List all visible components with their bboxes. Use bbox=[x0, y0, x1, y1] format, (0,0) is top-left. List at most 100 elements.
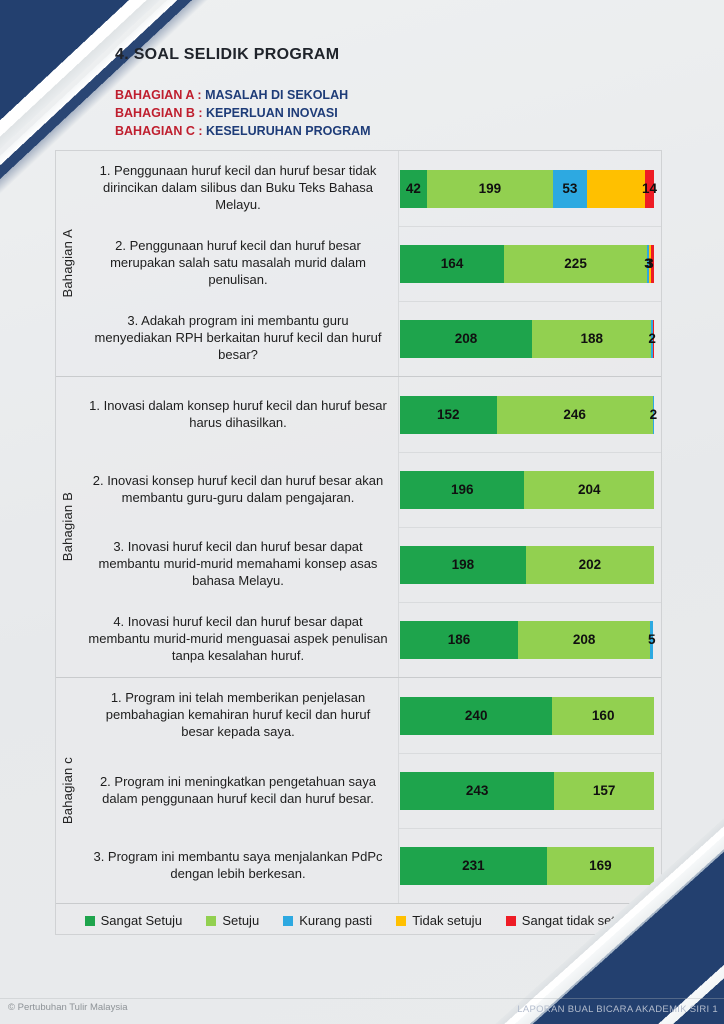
legend-item: Tidak setuju bbox=[396, 913, 482, 928]
bar-segment: 204 bbox=[524, 470, 654, 509]
bar-segment: 3 bbox=[644, 244, 652, 283]
chart-row: 4. Inovasi huruf kecil dan huruf besar d… bbox=[78, 602, 661, 677]
question-text: 4. Inovasi huruf kecil dan huruf besar d… bbox=[88, 614, 388, 663]
legend-swatch bbox=[396, 915, 407, 926]
section-rows: 1. Inovasi dalam konsep huruf kecil dan … bbox=[78, 377, 661, 677]
bar-value-label: 186 bbox=[447, 632, 471, 647]
question-text: 2. Program ini meningkatkan pengetahuan … bbox=[99, 773, 377, 806]
bar-segment: 164 bbox=[400, 244, 505, 283]
chart-section-3: Bahagian c 1. Program ini telah memberika… bbox=[56, 677, 661, 903]
bar-value-label: 231 bbox=[462, 858, 485, 873]
chart-sections: Bahagian A 1. Penggunaan huruf kecil dan … bbox=[56, 151, 661, 903]
section-rows: 1. Program ini telah memberikan penjelas… bbox=[78, 678, 661, 903]
bar-segment: 208 bbox=[400, 319, 533, 358]
bar-track: 240 160 bbox=[400, 696, 654, 735]
legend-item: Kurang pasti bbox=[283, 913, 372, 928]
bar-value-label: 202 bbox=[578, 557, 602, 572]
page-title: 4. SOAL SELIDIK PROGRAM bbox=[115, 46, 340, 63]
footer-copyright: © Pertubuhan Tulir Malaysia bbox=[8, 1002, 128, 1013]
bar-segment: 42 bbox=[400, 169, 427, 208]
section-key-label: BAHAGIAN C : bbox=[115, 124, 203, 138]
bar-track: 243 157 bbox=[400, 771, 654, 810]
plot-area: 152 246 2 bbox=[398, 377, 661, 452]
plot-area: 196 204 bbox=[398, 452, 661, 527]
chart-row: 1. Program ini telah memberikan penjelas… bbox=[78, 678, 661, 753]
bar-segment: 53 bbox=[553, 169, 587, 208]
bar-segment: 196 bbox=[400, 470, 525, 509]
chart-row: 2. Program ini meningkatkan pengetahuan … bbox=[78, 753, 661, 828]
bar-track: 186 208 5 bbox=[400, 620, 656, 659]
footer-report-title: LAPORAN BUAL BICARA AKADEMIK SIRI 1 bbox=[517, 1004, 718, 1015]
bar-segment: 2 bbox=[650, 395, 657, 434]
legend-item: Setuju bbox=[206, 913, 259, 928]
section-key-line-c: BAHAGIAN C : KESELURUHAN PROGRAM bbox=[115, 122, 371, 140]
bar-track: 198 202 bbox=[400, 545, 654, 584]
legend-swatch bbox=[84, 915, 95, 926]
bar-segment: 202 bbox=[525, 545, 654, 584]
bar-track: 196 204 bbox=[400, 470, 654, 509]
bar-value-label: 2 bbox=[648, 331, 656, 346]
section-axis-label: Bahagian A bbox=[56, 151, 78, 376]
bar-value-label: 53 bbox=[562, 181, 578, 196]
bar-value-label: 3 bbox=[646, 256, 654, 271]
bar-value-label: 42 bbox=[405, 181, 421, 196]
bar-segment: 225 bbox=[504, 244, 647, 283]
bar-value-label: 164 bbox=[440, 256, 464, 271]
question-text: 2. Penggunaan huruf kecil dan huruf besa… bbox=[110, 238, 366, 287]
bar-segment bbox=[650, 244, 654, 283]
legend-label: Sangat tidak setuju bbox=[521, 913, 633, 928]
bar-value-label: 5 bbox=[648, 632, 656, 647]
chart-section-1: Bahagian A 1. Penggunaan huruf kecil dan … bbox=[56, 151, 661, 376]
footer-divider bbox=[0, 998, 724, 999]
bar-track: 231 169 bbox=[400, 846, 654, 885]
chart-row: 3. Program ini membantu saya menjalankan… bbox=[78, 828, 661, 903]
bar-value-label: 208 bbox=[572, 632, 596, 647]
chart-section-2: Bahagian B 1. Inovasi dalam konsep huruf … bbox=[56, 376, 661, 677]
section-key-label: BAHAGIAN A : bbox=[115, 88, 202, 102]
legend-label: Tidak setuju bbox=[412, 913, 482, 928]
bar-segment: 198 bbox=[400, 545, 526, 584]
section-key-value: KESELURUHAN PROGRAM bbox=[205, 124, 371, 138]
legend-label: Sangat Setuju bbox=[100, 913, 183, 928]
bar-segment: 188 bbox=[532, 319, 652, 358]
bar-segment bbox=[652, 319, 654, 358]
legend-label: Setuju bbox=[222, 913, 260, 928]
plot-area: 198 202 bbox=[398, 527, 661, 602]
plot-area: 208 188 2 bbox=[398, 301, 661, 376]
section-rows: 1. Penggunaan huruf kecil dan huruf besa… bbox=[78, 151, 661, 376]
bar-value-label: 240 bbox=[464, 708, 488, 723]
bar-segment: 231 bbox=[400, 846, 547, 885]
plot-area: 186 208 5 bbox=[398, 602, 661, 677]
question-text: 1. Program ini telah memberikan penjelas… bbox=[105, 690, 371, 739]
bar-segment bbox=[586, 169, 646, 208]
bar-value-label: 225 bbox=[564, 256, 587, 271]
chart-row: 2. Penggunaan huruf kecil dan huruf besa… bbox=[78, 226, 661, 301]
legend-label: Kurang pasti bbox=[299, 913, 373, 928]
legend-item: Sangat Setuju bbox=[84, 913, 183, 928]
plot-area: 240 160 bbox=[398, 678, 661, 753]
bar-track: 208 188 2 bbox=[400, 319, 656, 358]
chart-row: 1. Penggunaan huruf kecil dan huruf besa… bbox=[78, 151, 661, 226]
legend-swatch bbox=[505, 915, 516, 926]
bar-value-label: 204 bbox=[577, 482, 601, 497]
section-axis-label: Bahagian c bbox=[56, 678, 78, 903]
question-text: 3. Adakah program ini membantu guru meny… bbox=[94, 313, 382, 362]
bar-value-label: 208 bbox=[454, 331, 478, 346]
bar-track: 42 199 53 14 bbox=[400, 169, 657, 208]
bar-segment: 199 bbox=[426, 169, 554, 208]
bar-segment: 157 bbox=[554, 771, 654, 810]
bar-value-label: 246 bbox=[563, 407, 586, 422]
bar-value-label: 198 bbox=[451, 557, 475, 572]
chart-row: 2. Inovasi konsep huruf kecil dan huruf … bbox=[78, 452, 661, 527]
bar-value-label: 169 bbox=[589, 858, 612, 873]
legend-item: Sangat tidak setuju bbox=[505, 913, 633, 928]
section-axis-label-text: Bahagian A bbox=[59, 229, 75, 298]
question-text: 3. Inovasi huruf kecil dan huruf besar d… bbox=[98, 539, 378, 588]
bar-value-label: 157 bbox=[592, 783, 616, 798]
question-text: 1. Penggunaan huruf kecil dan huruf besa… bbox=[99, 163, 377, 212]
question-text: 2. Inovasi konsep huruf kecil dan huruf … bbox=[92, 472, 384, 505]
bar-segment: 169 bbox=[546, 846, 654, 885]
plot-area: 164 225 3 3 bbox=[398, 226, 661, 301]
question-text: 1. Inovasi dalam konsep huruf kecil dan … bbox=[89, 397, 387, 430]
